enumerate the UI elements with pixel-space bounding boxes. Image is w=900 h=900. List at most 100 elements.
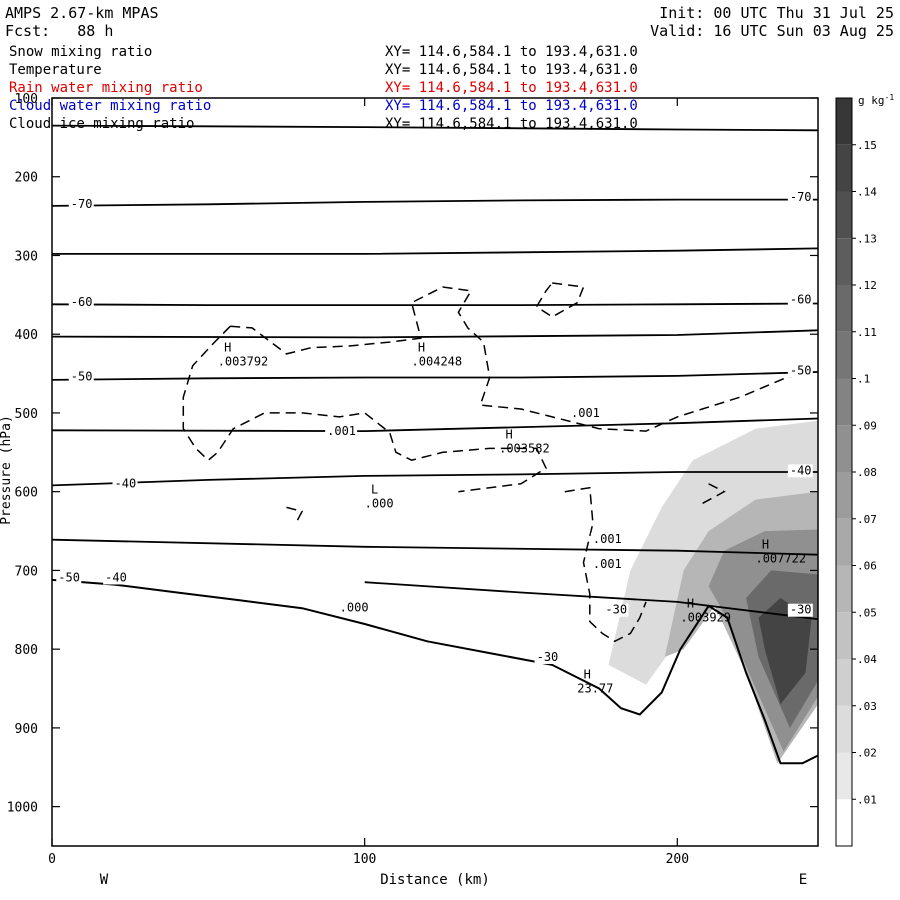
colorbar-segment-9 (836, 378, 852, 426)
label-bg-11 (56, 571, 82, 585)
y-tick-label-800: 800 (15, 643, 38, 658)
ice-contour-5 (701, 483, 726, 505)
label-bg-15 (569, 406, 602, 420)
contour-label-8: -30 (605, 603, 627, 617)
colorbar-segment-12 (836, 238, 852, 285)
legend-xy-rain: XY= 114.6,584.1 to 193.4,631.0 (385, 80, 638, 96)
colorbar-label-9: .1 (857, 373, 870, 386)
ice-contour-1 (182, 325, 547, 493)
colorbar-label-12: .13 (857, 232, 877, 245)
contour-label-16: .001 (593, 532, 622, 546)
extremum-type-1: H (418, 341, 425, 355)
contour-label-5: -50 (790, 363, 812, 377)
extremum-value-6: 23.77 (577, 681, 613, 695)
colorbar-segment-6 (836, 518, 852, 566)
colorbar-label-14: .15 (857, 139, 877, 152)
valid-time: Valid: 16 UTC Sun 03 Aug 25 (650, 22, 894, 40)
extremum-type-3: L (371, 482, 378, 496)
y-axis: 100 200 300 400 500 600 700 800 900 1000 (7, 92, 818, 816)
label-bg-2 (68, 295, 94, 309)
x-tick-label-0: 0 (48, 852, 56, 867)
contour-label-9: -30 (790, 603, 812, 617)
init-time: Init: 00 UTC Thu 31 Jul 25 (659, 4, 894, 22)
colorbar-segment-13 (836, 191, 852, 239)
colorbar-segment-8 (836, 425, 852, 472)
y-tick-label-700: 700 (15, 564, 38, 579)
contour-label-2: -60 (71, 295, 93, 309)
contour-label-11: -50 (58, 570, 80, 584)
isotherm-2 (52, 371, 818, 381)
extremum-type-4: H (762, 538, 769, 552)
colorbar-label-2: .03 (857, 700, 877, 713)
label-bg-12 (103, 571, 129, 585)
colorbar-segment-2 (836, 705, 852, 753)
y-tick-label-300: 300 (15, 249, 38, 264)
legend-name-cloud-water: Cloud water mixing ratio (9, 98, 212, 114)
y-tick-label-1000: 1000 (7, 801, 38, 816)
x-tick-label-200: 200 (666, 852, 689, 867)
contour-label-15: .001 (571, 406, 600, 420)
label-bg-6 (112, 477, 138, 491)
y-tick-label-900: 900 (15, 722, 38, 737)
y-tick-label-100: 100 (15, 92, 38, 107)
legend-name-snow: Snow mixing ratio (9, 44, 153, 60)
isotherm-8 (52, 417, 818, 433)
x-tick-label-100: 100 (353, 852, 376, 867)
colorbar-label-4: .05 (857, 606, 877, 619)
isotherm-6 (52, 247, 818, 255)
isotherm-1 (52, 302, 818, 307)
legend-xy-temperature: XY= 114.6,584.1 to 193.4,631.0 (385, 62, 638, 78)
contour-label-6: -40 (115, 477, 137, 491)
east-label: E (799, 872, 807, 888)
colorbar-segment-5 (836, 565, 852, 613)
ice-contour-4 (286, 506, 304, 524)
contour-label-0: -70 (71, 197, 93, 211)
isotherm-0 (52, 198, 818, 207)
label-bg-17 (590, 558, 623, 572)
plot-frame (51, 97, 819, 847)
colorbar-label-13: .14 (857, 186, 877, 199)
colorbar-segment-7 (836, 472, 852, 519)
contour-label-14: .001 (327, 424, 356, 438)
colorbar-label-10: .11 (857, 326, 877, 339)
label-bg-14 (325, 424, 358, 438)
west-label: W (100, 872, 109, 888)
contour-label-10: -30 (537, 650, 559, 664)
x-axis: 0 100 200 (48, 98, 689, 867)
cloud-ice-contours (182, 282, 818, 643)
contour-label-7: -40 (790, 463, 812, 477)
colorbar-segment-10 (836, 331, 852, 379)
snow-shading (608, 420, 818, 764)
colorbar-segment-4 (836, 612, 852, 659)
colorbar-segment-11 (836, 285, 852, 332)
isotherm-7 (52, 329, 818, 339)
contour-label-12: -40 (105, 570, 127, 584)
isotherm-4 (364, 581, 818, 621)
forecast-value: 88 h (77, 22, 114, 40)
extremum-value-4: .007722 (755, 552, 806, 566)
colorbar-label-7: .08 (857, 466, 877, 479)
legend-xy-cloud-water: XY= 114.6,584.1 to 193.4,631.0 (385, 98, 638, 114)
colorbar-label-1: .02 (857, 747, 877, 760)
colorbar-label-11: .12 (857, 279, 877, 292)
y-axis-title: Pressure (hPa) (0, 415, 14, 525)
legend-xy-snow: XY= 114.6,584.1 to 193.4,631.0 (385, 44, 638, 60)
y-tick-label-200: 200 (15, 171, 38, 186)
isotherm-5 (52, 124, 818, 132)
label-bg-16 (590, 532, 623, 546)
extremum-value-3: .000 (365, 496, 394, 510)
contour-label-17: .001 (593, 557, 622, 571)
contour-label-4: -50 (71, 370, 93, 384)
extremum-value-5: .003929 (680, 611, 731, 625)
extremum-value-2: .003582 (499, 441, 550, 455)
terrain-line (52, 578, 818, 765)
contour-label-1: -70 (790, 190, 812, 204)
extrema-labels: H.003792H.004248H.003582L.000H.007722H.0… (218, 341, 806, 696)
y-tick-label-400: 400 (15, 328, 38, 343)
extremum-type-5: H (687, 597, 694, 611)
model-title: AMPS 2.67-km MPAS (5, 4, 159, 22)
contour-label-3: -60 (790, 293, 812, 307)
forecast-hour: Fcst: 88 h (5, 22, 113, 40)
colorbar-segment-0 (836, 799, 852, 846)
